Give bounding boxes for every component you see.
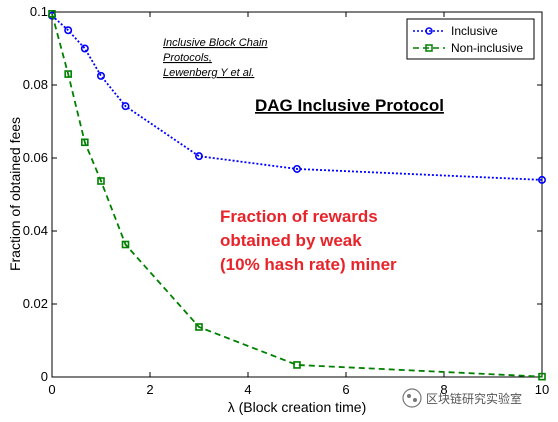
headline-title: DAG Inclusive Protocol	[255, 96, 444, 115]
plot-frame	[51, 11, 543, 378]
citation-line-3: Lewenberg Y et al.	[163, 67, 254, 79]
watermark-logo-dot-icon	[407, 394, 411, 398]
data-point-non-inclusive	[64, 70, 72, 78]
x-tick-label: 8	[440, 382, 447, 397]
citation-line-2: Protocols,	[163, 52, 212, 64]
x-tick-label: 0	[48, 382, 55, 397]
data-point-inclusive	[97, 71, 106, 80]
y-tick-label: 0.02	[23, 296, 48, 311]
watermark-logo-icon	[402, 388, 422, 408]
data-point-non-inclusive	[48, 10, 56, 18]
watermark-logo-dot-icon	[413, 398, 417, 402]
data-point-non-inclusive	[81, 138, 89, 147]
y-tick-label: 0	[41, 369, 48, 384]
data-point-inclusive	[195, 152, 204, 161]
legend-box	[406, 18, 535, 60]
y-tick-label: 0.08	[23, 77, 48, 92]
watermark: 区块链研究实验室	[402, 388, 522, 408]
note-line-1: Fraction of rewards	[220, 207, 378, 226]
data-point-inclusive	[121, 102, 130, 111]
x-tick-label: 10	[535, 382, 549, 397]
data-point-non-inclusive	[97, 177, 105, 185]
note-line-2: obtained by weak	[220, 231, 362, 250]
data-point-inclusive	[292, 164, 301, 173]
x-tick-label: 4	[244, 382, 251, 397]
data-point-inclusive	[80, 44, 89, 53]
series-line-inclusive	[51, 14, 543, 181]
axis-ticks: 0 2 4 6 8 10 0 0.02 0.04 0.06 0.08 0.1	[23, 4, 550, 397]
data-point-non-inclusive	[538, 372, 546, 381]
y-axis-label: Fraction of obtained fees	[7, 117, 23, 271]
watermark-text: 区块链研究实验室	[426, 391, 522, 406]
x-tick-label: 2	[146, 382, 153, 397]
citation-line-1: Inclusive Block Chain	[163, 37, 268, 49]
x-axis-label: λ (Block creation time)	[228, 399, 366, 415]
y-tick-label: 0.1	[30, 4, 48, 19]
y-tick-label: 0.06	[23, 150, 48, 165]
legend: Inclusive Non-inclusive	[406, 18, 535, 60]
data-point-inclusive	[537, 175, 546, 184]
data-point-non-inclusive	[121, 240, 130, 249]
data-point-non-inclusive	[195, 323, 203, 331]
note-line-3: (10% hash rate) miner	[220, 255, 397, 274]
legend-label-inclusive: Inclusive	[451, 24, 498, 38]
series-layer	[47, 10, 546, 381]
legend-marker-non-inclusive	[425, 44, 433, 52]
x-tick-label: 6	[342, 382, 349, 397]
data-point-non-inclusive	[293, 361, 301, 369]
data-point-inclusive	[64, 26, 73, 35]
y-tick-label: 0.04	[23, 223, 48, 238]
legend-label-non-inclusive: Non-inclusive	[451, 41, 523, 55]
series-line-non-inclusive	[51, 13, 543, 378]
legend-marker-inclusive	[425, 27, 433, 35]
